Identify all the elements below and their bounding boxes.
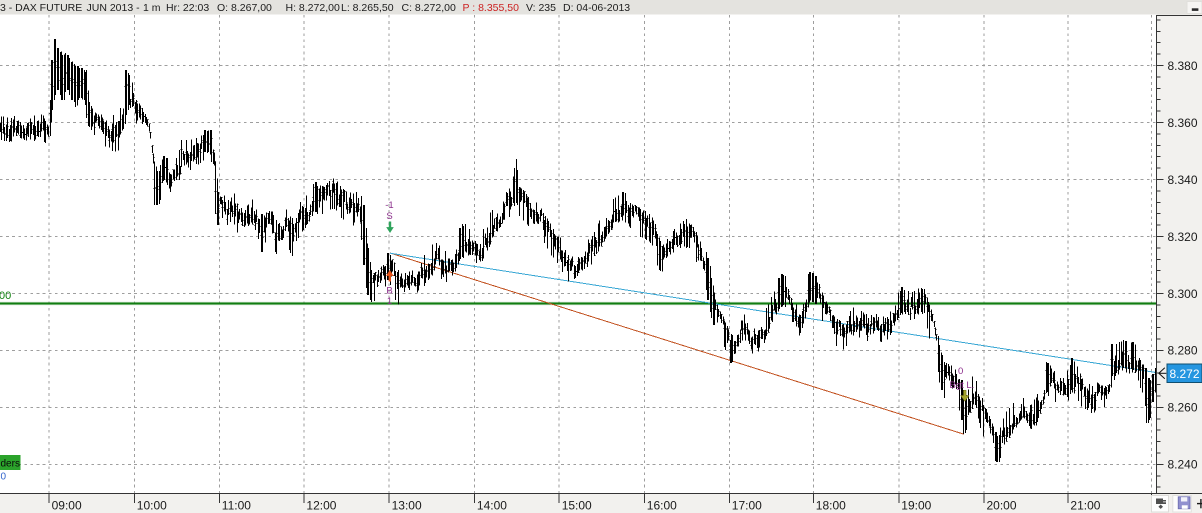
svg-text:-1: -1 (385, 200, 393, 211)
svg-text:15:00: 15:00 (562, 499, 592, 513)
svg-text:8.320: 8.320 (1168, 230, 1198, 244)
svg-text:0: 0 (1, 472, 7, 483)
svg-text:8.340: 8.340 (1168, 173, 1198, 187)
svg-text:0: 0 (958, 366, 963, 377)
svg-text:1: 1 (387, 296, 392, 307)
svg-text:17:00: 17:00 (732, 499, 762, 513)
svg-text:8.380: 8.380 (1168, 59, 1198, 73)
svg-text:10:00: 10:00 (137, 499, 167, 513)
svg-text:ders: ders (1, 459, 20, 470)
svg-text:8.280: 8.280 (1168, 344, 1198, 358)
svg-text:8.300: 8.300 (1168, 287, 1198, 301)
svg-text:B: B (386, 286, 392, 297)
svg-text:00: 00 (0, 290, 11, 302)
svg-text:11:00: 11:00 (222, 499, 251, 513)
svg-text:14:00: 14:00 (477, 499, 507, 513)
svg-text:16:00: 16:00 (647, 499, 677, 513)
svg-text:18:00: 18:00 (816, 499, 846, 513)
svg-text:S: S (386, 211, 392, 222)
svg-text:09:00: 09:00 (52, 499, 82, 513)
svg-text:8.360: 8.360 (1168, 116, 1198, 130)
svg-text:13:00: 13:00 (392, 499, 422, 513)
svg-text:21:00: 21:00 (1070, 499, 1100, 513)
svg-text:8.260: 8.260 (1168, 401, 1198, 415)
svg-text:19:00: 19:00 (901, 499, 931, 513)
svg-text:12:00: 12:00 (306, 499, 336, 513)
svg-text:8.272: 8.272 (1170, 367, 1200, 381)
svg-text:8.240: 8.240 (1168, 458, 1198, 472)
svg-text:Bgt L.: Bgt L. (950, 380, 975, 391)
svg-text:20:00: 20:00 (987, 499, 1017, 513)
